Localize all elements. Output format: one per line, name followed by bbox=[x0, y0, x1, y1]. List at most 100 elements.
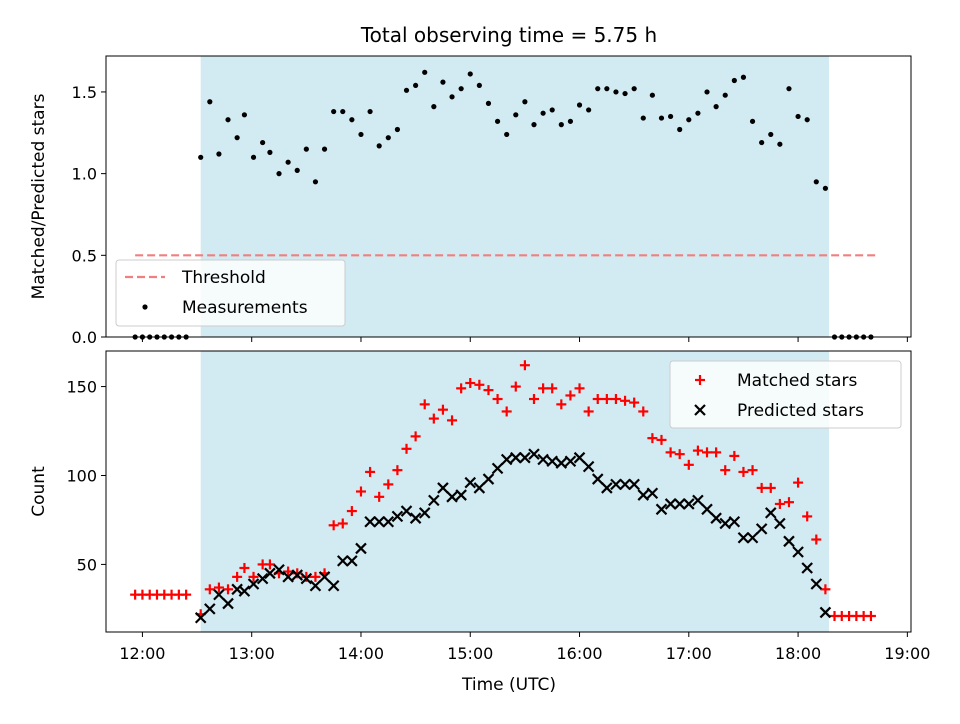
measurement-point bbox=[658, 115, 665, 121]
predicted-stars-point bbox=[455, 489, 467, 501]
bottom-x-tick-label: 15:00 bbox=[447, 644, 493, 663]
measurement-point bbox=[467, 71, 473, 77]
predicted-stars-point bbox=[256, 572, 269, 585]
bottom-x-tick-label: 14:00 bbox=[338, 644, 384, 663]
measurement-point bbox=[449, 94, 455, 100]
matched-stars-point bbox=[428, 413, 439, 424]
matched-stars-point bbox=[310, 571, 321, 582]
matched-stars-point bbox=[547, 383, 558, 394]
matched-stars-point bbox=[620, 395, 631, 406]
predicted-stars-point bbox=[783, 535, 795, 548]
matched-stars-point bbox=[510, 381, 521, 392]
matched-stars-point bbox=[483, 385, 494, 396]
measurement-point bbox=[216, 151, 222, 157]
measurement-point bbox=[458, 86, 464, 92]
bottom-y-tick-label: 150 bbox=[66, 378, 97, 397]
predicted-stars-point bbox=[309, 579, 322, 592]
matched-stars-point bbox=[702, 447, 713, 458]
measurement-point bbox=[440, 79, 446, 85]
matched-stars-point bbox=[783, 497, 794, 508]
measurement-point bbox=[549, 107, 555, 113]
predicted-stars-point bbox=[247, 578, 260, 590]
predicted-stars-point bbox=[637, 489, 650, 501]
measurement-point bbox=[622, 90, 628, 97]
matched-stars-point bbox=[583, 406, 594, 417]
legend-matched-label: Matched stars bbox=[737, 371, 857, 391]
legend-predicted-swatch bbox=[694, 404, 706, 416]
top-y-tick-label: 1.5 bbox=[72, 83, 97, 102]
matched-stars-point bbox=[865, 610, 876, 621]
measurement-point bbox=[640, 115, 646, 121]
measurement-point bbox=[768, 131, 774, 138]
predicted-stars-point bbox=[737, 531, 750, 544]
bottom-x-tick-label: 12:00 bbox=[119, 644, 165, 663]
measurement-point bbox=[285, 159, 291, 165]
predicted-stars-point bbox=[819, 606, 832, 619]
matched-stars-point bbox=[592, 394, 603, 405]
measurement-point bbox=[713, 104, 719, 110]
top-y-tick-label: 0.5 bbox=[72, 246, 97, 265]
measurement-point bbox=[207, 99, 213, 105]
measurement-point bbox=[504, 131, 510, 138]
measurement-point bbox=[367, 108, 373, 115]
matched-stars-point bbox=[765, 482, 776, 493]
predicted-stars-point bbox=[510, 451, 522, 464]
matched-stars-point bbox=[204, 584, 215, 595]
predicted-stars-point bbox=[619, 478, 631, 491]
matched-stars-point bbox=[738, 466, 749, 477]
measurement-point bbox=[349, 117, 355, 123]
predicted-stars-point bbox=[213, 588, 225, 601]
matched-stars-point bbox=[181, 589, 192, 600]
matched-stars-point bbox=[492, 394, 503, 405]
matched-stars-point bbox=[519, 360, 530, 371]
measurement-point bbox=[303, 146, 309, 152]
matched-stars-point bbox=[346, 506, 357, 517]
matched-stars-point bbox=[665, 447, 676, 458]
measurement-point bbox=[567, 118, 574, 124]
bottom-x-tick-label: 16:00 bbox=[556, 644, 602, 663]
predicted-stars-point bbox=[400, 505, 413, 517]
matched-stars-point bbox=[601, 394, 612, 405]
measurement-point bbox=[403, 87, 410, 93]
top-panel: 0.0 0.5 1.0 1.5 Matched/Predicted stars Thres… bbox=[29, 55, 912, 347]
predicted-stars-point bbox=[683, 498, 695, 510]
legend-matched-swatch bbox=[695, 375, 705, 385]
matched-stars-point bbox=[355, 486, 366, 497]
measurement-point bbox=[485, 100, 492, 106]
measurement-point bbox=[321, 146, 328, 152]
bottom-legend: Matched stars Predicted stars bbox=[669, 360, 902, 429]
measurement-point bbox=[631, 86, 637, 92]
measurement-point bbox=[340, 108, 346, 115]
predicted-stars-point bbox=[355, 542, 367, 555]
matched-stars-point bbox=[538, 383, 549, 394]
matched-stars-point bbox=[223, 584, 234, 595]
predicted-stars-point bbox=[464, 476, 477, 489]
measurement-point bbox=[522, 99, 528, 105]
measurement-point bbox=[225, 117, 231, 123]
matched-stars-point bbox=[729, 450, 740, 461]
measurement-point bbox=[586, 107, 592, 113]
predicted-stars-point bbox=[204, 603, 216, 615]
matched-stars-point bbox=[811, 534, 822, 545]
predicted-stars-point bbox=[646, 487, 659, 500]
predicted-stars-point bbox=[473, 482, 486, 494]
legend-measurements-swatch bbox=[142, 304, 148, 310]
predicted-stars-point bbox=[810, 578, 823, 590]
predicted-stars-point bbox=[318, 571, 331, 583]
top-y-tick-label: 0.0 bbox=[72, 328, 97, 347]
predicted-stars-point bbox=[537, 453, 549, 466]
measurement-point bbox=[649, 92, 655, 98]
predicted-stars-point bbox=[582, 460, 595, 473]
measurement-point bbox=[722, 92, 728, 98]
matched-stars-point bbox=[410, 431, 421, 442]
measurement-point bbox=[595, 86, 601, 92]
predicted-stars-point bbox=[801, 562, 813, 574]
measurement-point bbox=[695, 110, 701, 116]
matched-stars-point bbox=[574, 383, 585, 394]
predicted-stars-point bbox=[428, 494, 440, 507]
matched-stars-point bbox=[711, 447, 722, 458]
matched-stars-point bbox=[638, 406, 649, 417]
matched-stars-point bbox=[383, 479, 394, 490]
measurement-point bbox=[822, 185, 829, 191]
predicted-stars-point bbox=[692, 494, 704, 507]
